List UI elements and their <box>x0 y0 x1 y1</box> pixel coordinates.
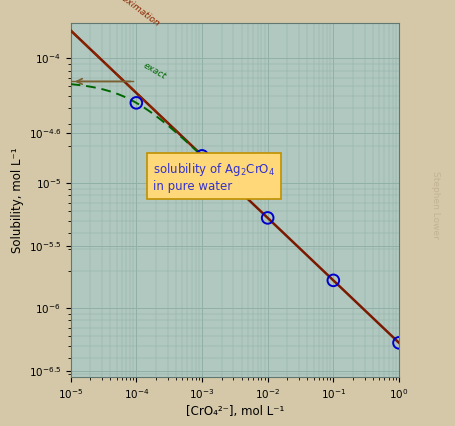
Text: exact: exact <box>141 61 167 81</box>
X-axis label: [CrO₄²⁻], mol L⁻¹: [CrO₄²⁻], mol L⁻¹ <box>185 405 283 418</box>
Point <box>263 215 271 222</box>
Point <box>394 340 402 346</box>
Y-axis label: Solubility, mol L⁻¹: Solubility, mol L⁻¹ <box>11 147 24 253</box>
Text: Stephen Lower: Stephen Lower <box>430 170 439 239</box>
Point <box>132 99 140 106</box>
Point <box>329 277 336 284</box>
Text: solubility of Ag$_2$CrO$_4$
in pure water: solubility of Ag$_2$CrO$_4$ in pure wate… <box>153 161 274 193</box>
Text: approximation: approximation <box>104 0 162 29</box>
Point <box>198 153 205 159</box>
